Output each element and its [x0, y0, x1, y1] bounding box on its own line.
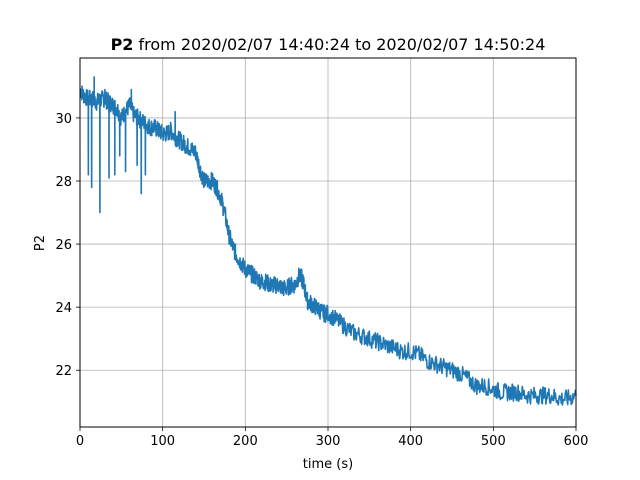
x-tick-label: 0 — [76, 434, 84, 449]
x-tick-label: 500 — [481, 434, 506, 449]
y-tick-label: 30 — [55, 112, 72, 127]
x-tick-label: 600 — [564, 434, 589, 449]
x-axis-label: time (s) — [303, 457, 353, 472]
y-tick-label: 26 — [55, 238, 72, 253]
y-axis: 22 24 26 28 30 — [55, 112, 80, 379]
grid — [79, 58, 577, 427]
x-axis: 0 100 200 300 400 500 600 — [76, 427, 589, 449]
y-tick-label: 28 — [55, 175, 72, 190]
series-line — [79, 76, 577, 406]
chart-title-series: P2 — [111, 35, 134, 54]
series-path — [79, 76, 577, 406]
x-tick-label: 400 — [398, 434, 423, 449]
x-tick-label: 200 — [233, 434, 258, 449]
x-tick-label: 300 — [316, 434, 341, 449]
chart-title: P2 from 2020/02/07 14:40:24 to 2020/02/0… — [111, 35, 546, 54]
x-tick-label: 100 — [150, 434, 175, 449]
chart-title-range: from 2020/02/07 14:40:24 to 2020/02/07 1… — [133, 35, 545, 54]
y-axis-label: P2 — [33, 235, 48, 251]
y-tick-label: 24 — [55, 301, 72, 316]
y-tick-label: 22 — [55, 364, 72, 379]
